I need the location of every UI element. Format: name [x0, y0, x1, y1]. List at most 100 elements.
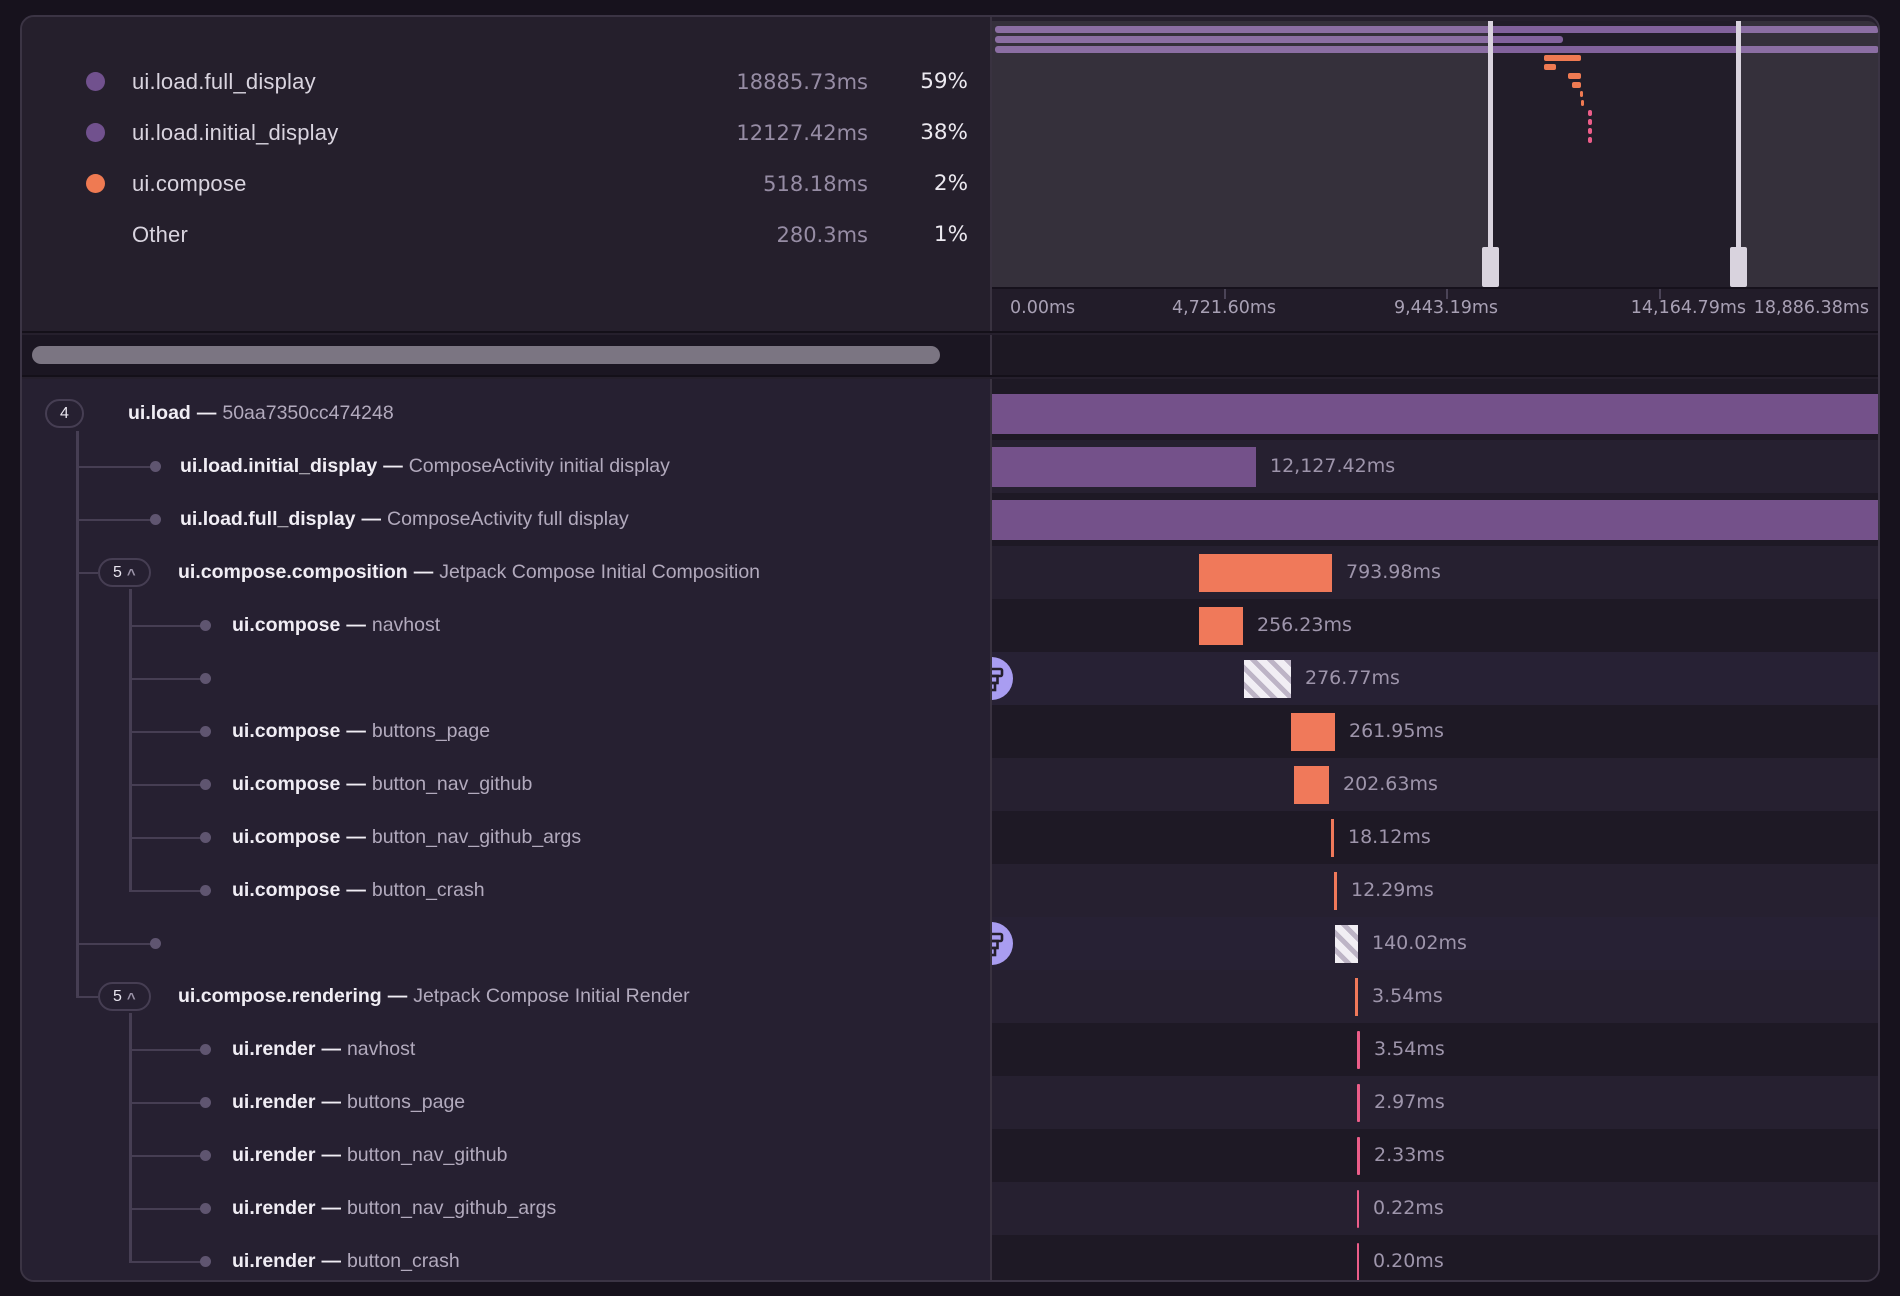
span-children-badge[interactable]: 5 ^ — [98, 558, 151, 587]
span-tree-row[interactable]: 5 ^ ui.compose.rendering — Jetpack Compose I… — [22, 970, 990, 1023]
scrollbar-thumb[interactable] — [32, 346, 940, 364]
purple-span-bar[interactable] — [992, 446, 1256, 487]
pink-span-bar[interactable] — [1357, 1189, 1359, 1228]
minimap-render-span-dash — [1588, 110, 1592, 116]
span-title: ui.render — button_crash — [232, 1235, 460, 1280]
handle-grip-icon[interactable] — [1482, 247, 1499, 287]
span-tree-row[interactable]: ui.load.initial_display — ComposeActivity … — [22, 440, 990, 493]
tree-connector-elbow — [129, 836, 205, 839]
tree-connector-elbow — [129, 1101, 205, 1104]
span-tree-row[interactable]: 5 ^ ui.compose.composition — Jetpack Compose… — [22, 546, 990, 599]
span-tree-row[interactable] — [22, 652, 990, 705]
span-separator: — — [413, 561, 434, 583]
pink-span-bar[interactable] — [1357, 1136, 1360, 1175]
span-op: ui.render — [232, 1250, 316, 1272]
span-chart-row[interactable] — [992, 387, 1878, 440]
span-tree-row[interactable]: ui.compose — buttons_page — [22, 705, 990, 758]
orange-span-bar[interactable] — [1334, 871, 1337, 910]
span-tree-row[interactable]: 4 ui.load —50aa7350cc474248 — [22, 387, 990, 440]
legend-item-percent: 1% — [933, 222, 968, 247]
span-chart-row[interactable]: 0.22ms — [992, 1182, 1878, 1235]
span-chart-row[interactable]: 793.98ms — [992, 546, 1878, 599]
span-chart-row[interactable]: 3.54ms — [992, 1023, 1878, 1076]
span-tree-row[interactable]: ui.compose — navhost — [22, 599, 990, 652]
span-title: ui.compose — button_crash — [232, 864, 485, 917]
tree-bullet-icon — [200, 620, 211, 631]
span-tree-row[interactable]: ui.render — button_nav_github — [22, 1129, 990, 1182]
span-description: Jetpack Compose Initial Render — [413, 985, 690, 1007]
minimap-fog-right[interactable] — [1741, 21, 1878, 287]
span-chart-row[interactable]: 256.23ms — [992, 599, 1878, 652]
minimap-span-bar — [995, 36, 1563, 43]
span-chart-row[interactable]: 2.33ms — [992, 1129, 1878, 1182]
orange-span-bar[interactable] — [1199, 553, 1332, 592]
span-tree-row[interactable] — [22, 917, 990, 970]
minimap-span-bar — [995, 46, 1878, 53]
span-chart-row[interactable]: 18.12ms — [992, 811, 1878, 864]
span-tree-row[interactable]: ui.render — navhost — [22, 1023, 990, 1076]
span-tree-row[interactable]: ui.render — button_nav_github_args — [22, 1182, 990, 1235]
legend-dot-cell — [86, 123, 132, 142]
span-children-badge[interactable]: 5 ^ — [98, 982, 151, 1011]
handle-grip-icon[interactable] — [1730, 247, 1747, 287]
hatched-span-bar[interactable] — [1335, 924, 1358, 963]
span-chart-row[interactable]: 140.02ms — [992, 917, 1878, 970]
tree-bullet-icon — [200, 832, 211, 843]
span-chart-row[interactable]: 202.63ms — [992, 758, 1878, 811]
span-children-badge[interactable]: 4 — [45, 399, 84, 428]
tree-connector-elbow — [76, 942, 155, 945]
profile-icon[interactable] — [992, 922, 1013, 965]
minimap-handle-right[interactable] — [1730, 21, 1747, 287]
span-chart-row[interactable]: 0.20ms — [992, 1235, 1878, 1280]
span-op: ui.render — [232, 1091, 316, 1113]
minimap-time-axis: 0.00ms 4,721.60ms 9,443.19ms 14,164.79ms 18,… — [992, 287, 1878, 331]
minimap-fog-left[interactable] — [992, 21, 1489, 287]
span-chart-row[interactable]: 12,127.42ms — [992, 440, 1878, 493]
span-tree-row[interactable]: ui.compose — button_crash — [22, 864, 990, 917]
tree-connector-elbow — [76, 995, 98, 998]
orange-span-bar[interactable] — [1199, 606, 1243, 645]
minimap-handle-left[interactable] — [1482, 21, 1499, 287]
span-tree-row[interactable]: ui.load.full_display — ComposeActivity ful… — [22, 493, 990, 546]
tree-connector-line — [76, 430, 79, 997]
hatched-span-bar[interactable] — [1244, 659, 1291, 698]
span-separator: — — [321, 1197, 341, 1219]
orange-span-bar[interactable] — [1294, 765, 1329, 804]
purple-span-bar[interactable] — [992, 499, 1878, 540]
orange-span-bar[interactable] — [1331, 818, 1334, 857]
legend-item-duration: 280.3ms — [776, 222, 868, 247]
purple-span-bar[interactable] — [992, 393, 1878, 434]
span-chart-row[interactable]: 261.95ms — [992, 705, 1878, 758]
span-description: navhost — [371, 614, 441, 636]
span-rows-section: 4 ui.load —50aa7350cc474248 ui.load.initial… — [22, 379, 1878, 1280]
orange-span-bar[interactable] — [1355, 977, 1358, 1016]
legend-item-percent: 59% — [920, 69, 968, 94]
tree-connector-line — [129, 588, 132, 891]
span-tree-row[interactable]: ui.render — buttons_page — [22, 1076, 990, 1129]
span-description: 50aa7350cc474248 — [222, 402, 394, 424]
minimap-span-bar — [1568, 73, 1581, 79]
pink-span-bar[interactable] — [1357, 1242, 1359, 1280]
pink-span-bar[interactable] — [1357, 1083, 1360, 1122]
tree-connector-elbow — [129, 783, 205, 786]
span-chart-row[interactable]: 3.54ms — [992, 970, 1878, 1023]
span-chart-row[interactable]: 2.97ms — [992, 1076, 1878, 1129]
orange-span-bar[interactable] — [1291, 712, 1335, 751]
profile-icon[interactable] — [992, 657, 1013, 700]
span-chart-row[interactable]: 12.29ms — [992, 864, 1878, 917]
span-chart-row[interactable] — [992, 493, 1878, 546]
minimap-plot[interactable] — [992, 21, 1878, 287]
span-tree-row[interactable]: ui.render — button_crash — [22, 1235, 990, 1280]
minimap-span-bar — [1572, 82, 1581, 88]
span-chart-row[interactable]: 276.77ms — [992, 652, 1878, 705]
legend-row: ui.load.initial_display 12127.42ms 38% — [22, 107, 990, 158]
span-tree-row[interactable]: ui.compose — button_nav_github_args — [22, 811, 990, 864]
span-separator: — — [321, 1091, 341, 1113]
span-title: ui.render — button_nav_github — [232, 1129, 507, 1182]
span-tree-row[interactable]: ui.compose — button_nav_github — [22, 758, 990, 811]
scrollbar-track[interactable] — [22, 335, 990, 375]
pink-span-bar[interactable] — [1357, 1030, 1360, 1069]
span-waterfall-panel: 12,127.42ms 793.98ms 256.23ms 276.77ms 261.9… — [990, 379, 1878, 1280]
span-tree-panel: 4 ui.load —50aa7350cc474248 ui.load.initial… — [22, 379, 990, 1280]
span-op: ui.render — [232, 1038, 316, 1060]
